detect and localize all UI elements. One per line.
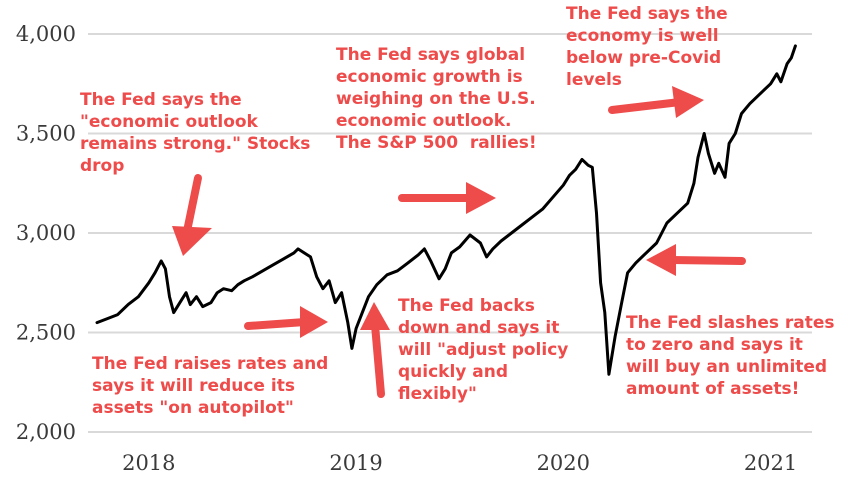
arrow-icon (360, 302, 390, 398)
y-tick-label: 3,500 (16, 122, 76, 146)
annotation-arrows (172, 86, 746, 398)
annotation-global-growth: The Fed says global economic growth is w… (336, 45, 537, 153)
annotation-slashes-rates: The Fed slashes rates to zero and says i… (626, 313, 835, 399)
y-axis-ticks: 4,000 3,500 3,000 2,500 2,000 (16, 22, 76, 444)
x-tick-label: 2021 (744, 451, 797, 475)
annotation-fed-backs-down: The Fed backs down and says it will "adj… (398, 296, 569, 404)
arrow-icon (646, 244, 746, 276)
y-tick-label: 2,500 (16, 321, 76, 345)
x-axis-ticks: 2018 2019 2020 2021 (122, 451, 797, 475)
y-tick-label: 3,000 (16, 221, 76, 245)
x-tick-label: 2019 (329, 451, 382, 475)
annotation-fed-raises-rates: The Fed raises rates and says it will re… (92, 354, 329, 418)
annotation-fed-outlook-strong: The Fed says the "economic outlook remai… (80, 90, 311, 176)
gridlines (88, 33, 812, 433)
y-tick-label: 4,000 (16, 22, 76, 46)
sp500-series-line (95, 44, 797, 376)
arrow-icon (172, 174, 212, 256)
arrow-icon (244, 306, 328, 338)
arrow-icon (398, 182, 496, 214)
arrow-icon (608, 86, 704, 118)
y-tick-label: 2,000 (16, 420, 76, 444)
x-tick-label: 2018 (122, 451, 175, 475)
annotation-below-pre-covid: The Fed says the economy is well below p… (566, 4, 728, 90)
x-tick-label: 2020 (537, 451, 590, 475)
